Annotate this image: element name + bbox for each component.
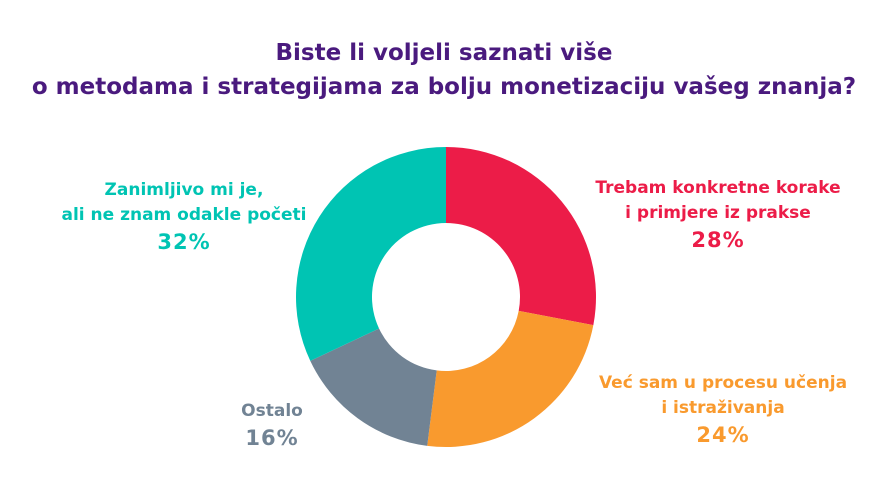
slice-value-other: 16% xyxy=(245,426,299,450)
slice-label-other-line-1: Ostalo xyxy=(241,401,303,421)
donut-slice-interested xyxy=(295,147,446,361)
slice-value-practical-steps: 28% xyxy=(691,228,745,252)
slice-label-learning-process: Već sam u procesu učenja i istraživanja … xyxy=(588,371,858,449)
slice-label-interested-line-1: Zanimljivo mi je, xyxy=(104,180,264,200)
slice-label-practical-steps: Trebam konkretne korake i primjere iz pr… xyxy=(588,176,848,254)
donut-slice-practical-steps xyxy=(446,147,596,326)
donut-slice-other xyxy=(310,328,437,446)
slice-label-other: Ostalo 16% xyxy=(222,399,322,452)
donut-slice-learning-process xyxy=(427,310,594,447)
slice-value-interested: 32% xyxy=(157,230,211,254)
chart-title: Biste li voljeli saznati više o metodama… xyxy=(0,36,888,104)
slice-label-interested-line-2: ali ne znam odakle početi xyxy=(61,205,307,225)
slice-value-learning-process: 24% xyxy=(696,423,750,447)
slice-label-learning-process-line-2: i istraživanja xyxy=(661,398,785,418)
chart-title-line-1: Biste li voljeli saznati više xyxy=(275,40,613,66)
slice-label-practical-steps-line-2: i primjere iz prakse xyxy=(625,203,811,223)
slice-label-learning-process-line-1: Već sam u procesu učenja xyxy=(598,373,848,393)
chart-title-line-2: o metodama i strategijama za bolju monet… xyxy=(31,74,857,100)
slice-label-interested: Zanimljivo mi je, ali ne znam odakle poč… xyxy=(44,178,324,256)
slice-label-practical-steps-line-1: Trebam konkretne korake xyxy=(595,178,841,198)
